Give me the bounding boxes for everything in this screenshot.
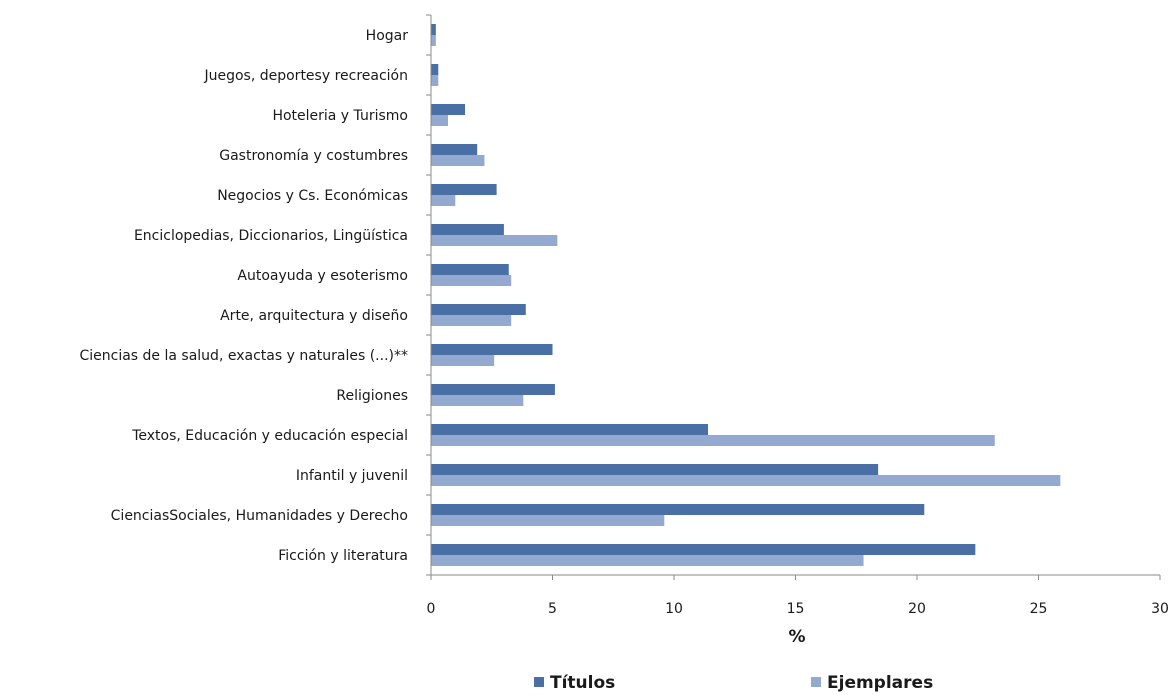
category-label: Enciclopedias, Diccionarios, Lingüística (134, 228, 408, 244)
x-tick-label: 30 (1151, 601, 1169, 617)
legend-label-ejemplares: Ejemplares (827, 673, 933, 693)
x-axis-title: % (788, 627, 805, 647)
bars-group (431, 24, 1061, 566)
bar-titulos (431, 344, 553, 355)
x-tick-label: 20 (908, 601, 926, 617)
x-tick-label: 10 (665, 601, 683, 617)
bar-titulos (431, 384, 555, 395)
bar-ejemplares (431, 355, 495, 366)
x-tick-label: 5 (548, 601, 557, 617)
category-label: Religiones (336, 388, 408, 404)
bar-ejemplares (431, 395, 524, 406)
bar-titulos (431, 464, 879, 475)
bar-ejemplares (431, 515, 665, 526)
axes (426, 14, 1160, 576)
category-label: Textos, Educación y educación especial (131, 428, 408, 444)
bar-titulos (431, 144, 478, 155)
bar-ejemplares (431, 195, 456, 206)
category-label: Ciencias de la salud, exactas y naturale… (79, 348, 408, 364)
bar-titulos (431, 424, 709, 435)
category-label: CienciasSociales, Humanidades y Derecho (111, 508, 408, 524)
bar-ejemplares (431, 155, 485, 166)
bar-ejemplares (431, 275, 512, 286)
x-tick-label: 25 (1030, 601, 1048, 617)
bar-titulos (431, 104, 466, 115)
bar-ejemplares (431, 235, 558, 246)
bar-ejemplares (431, 75, 439, 86)
x-tick-label: 0 (427, 601, 436, 617)
bar-titulos (431, 504, 925, 515)
category-label: Hogar (366, 28, 409, 44)
category-label: Infantil y juvenil (296, 468, 408, 484)
category-label: Juegos, deportesy recreación (203, 68, 408, 84)
category-label: Ficción y literatura (278, 548, 408, 564)
legend-label-titulos: Títulos (550, 673, 615, 693)
bar-titulos (431, 184, 497, 195)
bar-ejemplares (431, 475, 1061, 486)
x-ticks: 0 5 10 15 20 25 30 (427, 575, 1169, 617)
legend-swatch-titulos (534, 677, 544, 687)
category-labels: Hogar Juegos, deportesy recreación Hoteler… (79, 28, 408, 564)
x-tick-label: 15 (787, 601, 805, 617)
bar-titulos (431, 64, 439, 75)
bar-titulos (431, 304, 526, 315)
bar-ejemplares (431, 555, 864, 566)
category-label: Arte, arquitectura y diseño (220, 308, 408, 324)
bar-titulos (431, 224, 504, 235)
bar-titulos (431, 24, 436, 35)
bar-ejemplares (431, 315, 512, 326)
category-label: Autoayuda y esoterismo (237, 268, 408, 284)
bar-ejemplares (431, 115, 449, 126)
category-label: Gastronomía y costumbres (219, 148, 408, 164)
bar-ejemplares (431, 35, 436, 46)
legend-swatch-ejemplares (811, 677, 821, 687)
category-label: Negocios y Cs. Económicas (217, 188, 408, 204)
legend: Títulos Ejemplares (534, 673, 933, 693)
bar-ejemplares (431, 435, 995, 446)
bar-titulos (431, 544, 976, 555)
category-label: Hoteleria y Turismo (272, 108, 408, 124)
bar-titulos (431, 264, 509, 275)
